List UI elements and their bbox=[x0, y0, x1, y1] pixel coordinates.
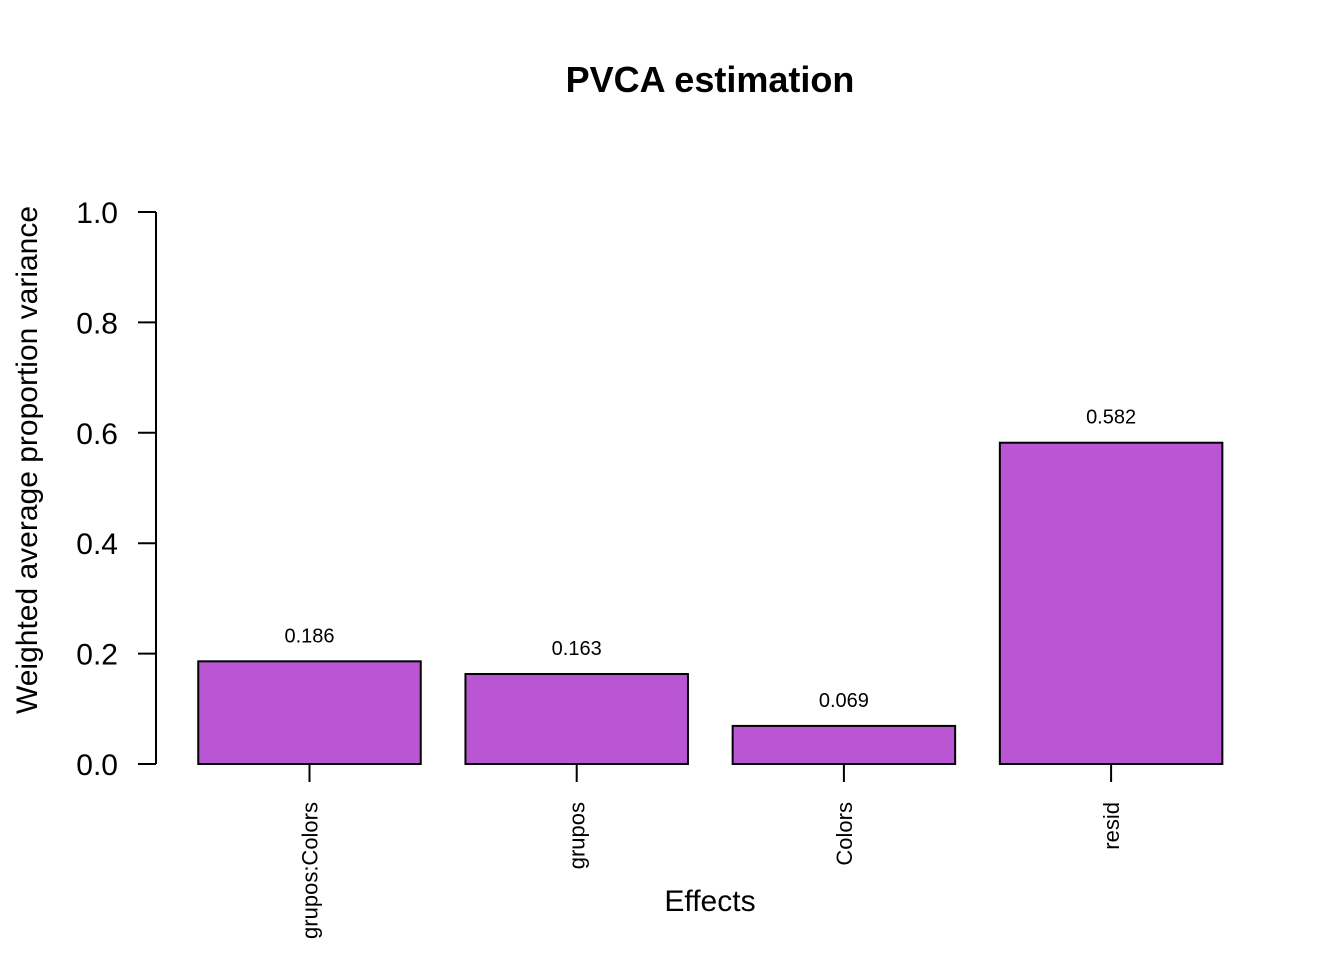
x-tick-label: resid bbox=[1099, 802, 1124, 850]
x-axis-label: Effects bbox=[664, 885, 755, 918]
chart-title: PVCA estimation bbox=[566, 59, 855, 100]
bar bbox=[464, 673, 689, 765]
y-axis-label: Weighted average proportion variance bbox=[11, 206, 44, 714]
y-tick-label: 0.8 bbox=[76, 307, 118, 340]
y-tick-label: 1.0 bbox=[76, 197, 118, 230]
y-tick-label: 0.4 bbox=[76, 528, 118, 561]
x-tick-label: grupos:Colors bbox=[298, 802, 323, 939]
y-tick-label: 0.0 bbox=[76, 749, 118, 782]
data-label: 0.186 bbox=[284, 625, 334, 647]
x-tick-label: Colors bbox=[832, 802, 857, 866]
data-label: 0.163 bbox=[552, 638, 602, 660]
bars-group: 0.186 0.163 0.069 0.582 bbox=[197, 407, 1224, 765]
data-label: 0.069 bbox=[819, 690, 869, 712]
y-tick-label: 0.6 bbox=[76, 418, 118, 451]
bar bbox=[998, 441, 1224, 765]
y-tick-label: 0.2 bbox=[76, 639, 118, 672]
bar bbox=[197, 660, 422, 765]
bar bbox=[731, 724, 957, 765]
x-tick-label: grupos bbox=[565, 802, 590, 869]
x-axis: grupos:Colors grupos Colors resid bbox=[298, 764, 1124, 939]
data-label: 0.582 bbox=[1086, 407, 1136, 429]
y-axis: 0.0 0.2 0.4 0.6 0.8 1.0 bbox=[76, 197, 157, 782]
